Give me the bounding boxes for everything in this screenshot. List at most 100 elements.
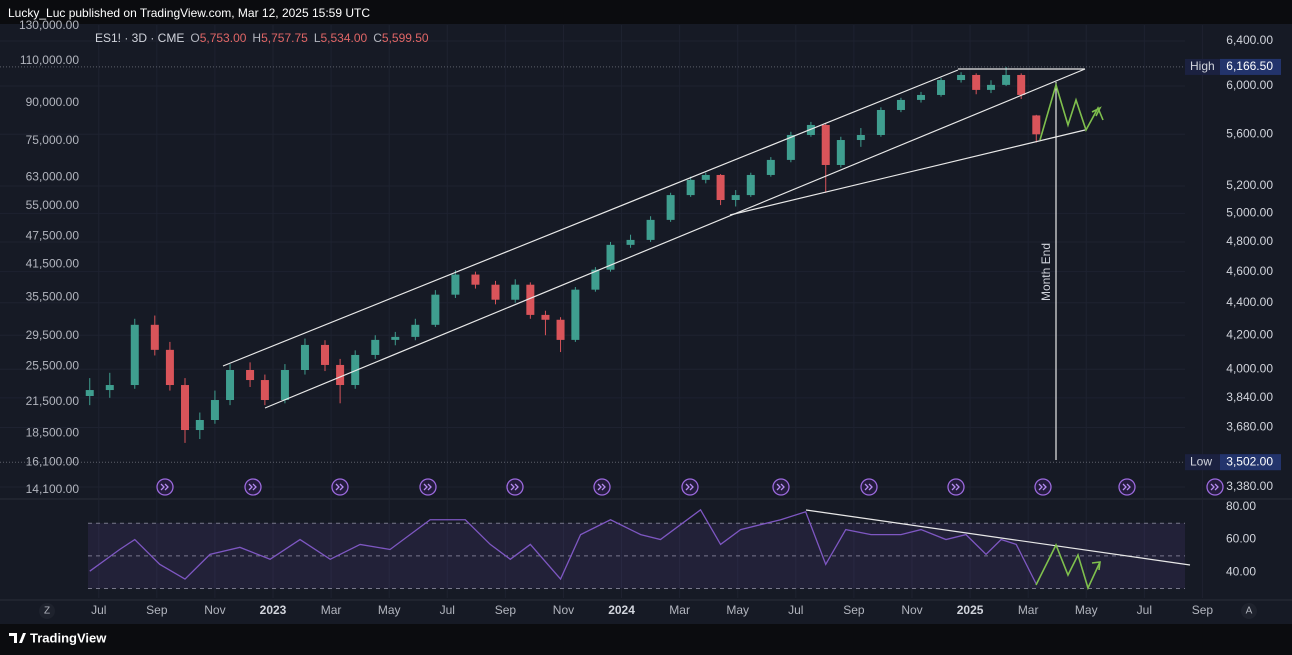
event-icon-arrow	[776, 483, 785, 491]
ohlc-key: L	[313, 31, 321, 45]
y2-tick-label: 35,500.00	[26, 289, 80, 303]
symbol: ES1! · 3D · CME	[95, 31, 185, 45]
candle-body	[766, 159, 775, 175]
ohlc-key: H	[252, 31, 262, 45]
event-icon[interactable]	[156, 478, 174, 496]
y2-tick-label: 18,500.00	[26, 425, 80, 439]
x-tick-label: Sep	[146, 603, 168, 617]
candle-body	[646, 219, 655, 240]
candle-body	[511, 284, 520, 300]
x-tick-label: Sep	[495, 603, 517, 617]
candle-body	[836, 140, 845, 165]
x-tick-label: Sep	[1192, 603, 1214, 617]
x-tick-label: Nov	[204, 603, 225, 617]
candle-body	[666, 195, 675, 220]
event-icon[interactable]	[593, 478, 611, 496]
zoom-button-label[interactable]: Z	[44, 606, 50, 617]
rsi-band-fill	[88, 523, 1185, 589]
event-icon[interactable]	[506, 478, 524, 496]
price-level-label: High	[1190, 59, 1215, 73]
x-tick-label: Jul	[440, 603, 455, 617]
candle-body	[105, 385, 114, 391]
event-icon-arrow	[597, 483, 606, 491]
candle-body	[165, 349, 174, 386]
ohlc-key: C	[373, 31, 382, 45]
candle-body	[391, 336, 400, 340]
y-tick-label: 4,400.00	[1226, 295, 1273, 309]
event-icon[interactable]	[681, 478, 699, 496]
candle-body	[731, 195, 740, 200]
candle-body	[856, 135, 865, 141]
candle-body	[937, 80, 946, 95]
candle-body	[260, 380, 269, 401]
ohlc-item: L5,534.00	[314, 31, 367, 45]
rsi-tick-label: 60.00	[1226, 532, 1256, 546]
x-tick-label: May	[378, 603, 401, 617]
candle-body	[986, 84, 995, 90]
projection	[1035, 82, 1104, 591]
rsi-projection	[1035, 543, 1101, 591]
x-tick-label: Nov	[901, 603, 922, 617]
price-level-value-box	[1220, 58, 1281, 75]
drawings	[222, 68, 1191, 566]
event-icon-arrow	[1122, 483, 1131, 491]
x-tick-label: Jul	[788, 603, 803, 617]
ohlc-item: O5,753.00	[190, 31, 246, 45]
candle-body	[351, 354, 360, 386]
zoom-button[interactable]	[39, 603, 55, 619]
event-icon[interactable]	[419, 478, 437, 496]
rsi-tick-label: 80.00	[1226, 499, 1256, 513]
candle-body	[451, 274, 460, 295]
event-icon-arrow	[685, 483, 694, 491]
candle-body	[85, 390, 94, 397]
candle-body	[431, 294, 440, 325]
event-icon[interactable]	[1118, 478, 1136, 496]
ohlc-value: 5,753.00	[199, 31, 247, 45]
y2-tick-label: 16,100.00	[26, 454, 80, 468]
y2-tick-label: 130,000.00	[19, 18, 79, 32]
candle-body	[130, 324, 139, 386]
candle-body	[471, 274, 480, 285]
x-tick-label: 2025	[957, 603, 984, 617]
event-icon[interactable]	[947, 478, 965, 496]
candle-body	[1017, 74, 1026, 95]
candle-body	[150, 324, 159, 350]
rsi-line	[89, 508, 1037, 585]
brand-name: TradingView	[30, 630, 107, 645]
annotation: Month End	[1039, 243, 1053, 301]
x-tick-label: Nov	[553, 603, 574, 617]
y2-tick-label: 29,500.00	[26, 328, 80, 342]
candle-body	[876, 109, 885, 136]
candle-body	[626, 239, 635, 245]
brand-logo	[9, 633, 26, 643]
y-tick-label: 4,200.00	[1226, 327, 1273, 341]
event-icon[interactable]	[772, 478, 790, 496]
candle-body	[786, 135, 795, 160]
x-tick-label: Jul	[1137, 603, 1152, 617]
events	[156, 478, 1224, 496]
channel-upper	[222, 69, 959, 367]
candle-body	[1002, 74, 1011, 85]
auto-button-label[interactable]: A	[1246, 606, 1253, 617]
y-tick-label: 3,680.00	[1226, 420, 1273, 434]
event-icon[interactable]	[860, 478, 878, 496]
candle-body	[1032, 115, 1041, 135]
candle-body	[181, 385, 190, 431]
y2-tick-label: 55,000.00	[26, 198, 80, 212]
auto-button[interactable]	[1241, 603, 1257, 619]
event-icon[interactable]	[1034, 478, 1052, 496]
event-icon[interactable]	[331, 478, 349, 496]
candle-body	[246, 370, 255, 381]
event-icon[interactable]	[1206, 478, 1224, 496]
candle-body	[336, 364, 345, 386]
candle-body	[526, 284, 535, 315]
ohlc-item: C5,599.50	[373, 31, 428, 45]
x-tick-label: May	[1075, 603, 1098, 617]
candle-body	[300, 344, 309, 371]
candle-body	[280, 370, 289, 401]
event-icon-arrow	[248, 483, 257, 491]
event-icon[interactable]	[244, 478, 262, 496]
projection-arrow	[1091, 106, 1102, 117]
candle-body	[821, 124, 830, 165]
candle-body	[972, 74, 981, 90]
